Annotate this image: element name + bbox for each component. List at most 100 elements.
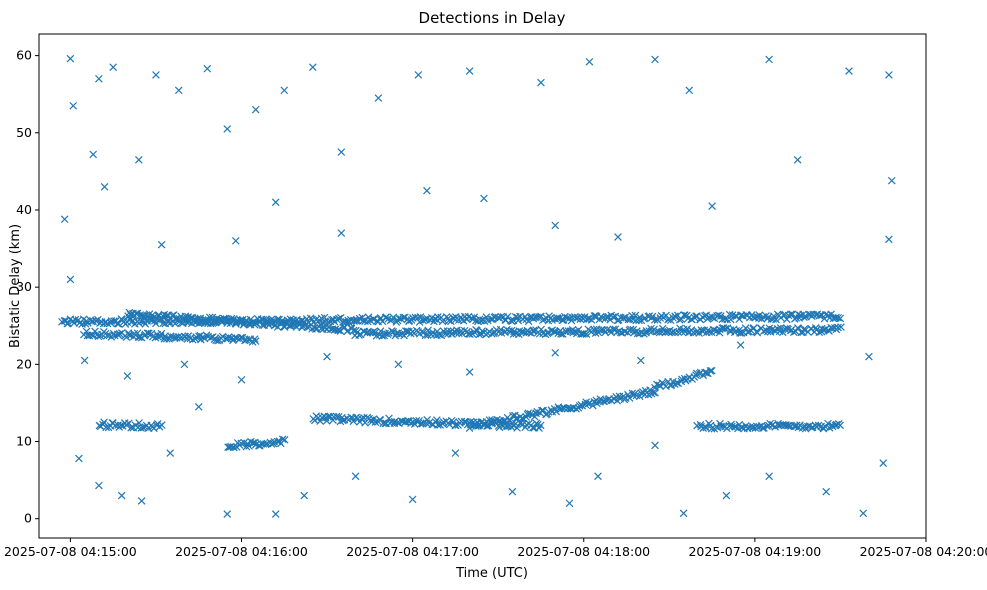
track-point xyxy=(236,316,245,325)
y-tick-label: 50 xyxy=(16,125,32,140)
track-point xyxy=(626,315,635,324)
track-point xyxy=(451,421,460,430)
track-point xyxy=(140,312,149,321)
track-point xyxy=(376,327,385,335)
data-point xyxy=(231,237,240,245)
track-point xyxy=(162,334,171,343)
track-point xyxy=(590,325,598,334)
track-point xyxy=(547,313,555,322)
data-point xyxy=(180,360,189,369)
track-point xyxy=(564,327,572,335)
data-point xyxy=(736,341,745,349)
track-point xyxy=(92,317,100,325)
track-point xyxy=(299,321,307,330)
track-point xyxy=(208,313,217,322)
data-point xyxy=(80,356,89,365)
data-point xyxy=(765,55,773,64)
track-point xyxy=(772,315,780,324)
data-point xyxy=(551,221,560,230)
track-point xyxy=(753,328,762,337)
data-point xyxy=(885,71,893,79)
track-point xyxy=(251,337,260,345)
track-point xyxy=(399,313,408,322)
track-point xyxy=(334,326,343,335)
plot-frame xyxy=(38,33,927,539)
data-point xyxy=(237,375,246,384)
track-point xyxy=(111,421,120,430)
track-point xyxy=(609,325,618,334)
track-point xyxy=(708,313,717,322)
track-point xyxy=(245,442,253,450)
track-point xyxy=(157,421,166,429)
data-point xyxy=(280,86,289,95)
track-point xyxy=(451,315,460,324)
track-point xyxy=(758,424,767,432)
data-point xyxy=(885,235,893,244)
track-point xyxy=(220,314,228,323)
data-point xyxy=(271,510,280,518)
track-point xyxy=(658,324,667,333)
track-point xyxy=(650,316,659,324)
data-point xyxy=(394,360,403,369)
track-point xyxy=(280,436,289,444)
data-point xyxy=(308,63,317,72)
data-point xyxy=(374,94,383,102)
track-point xyxy=(159,319,168,328)
data-point xyxy=(300,491,309,500)
data-point xyxy=(651,55,659,64)
track-point xyxy=(303,323,312,331)
data-point xyxy=(134,155,143,164)
data-point xyxy=(685,86,694,95)
track-point xyxy=(550,327,558,336)
data-point xyxy=(137,497,146,505)
track-point xyxy=(680,374,689,383)
track-point xyxy=(102,423,111,432)
track-point xyxy=(202,315,210,324)
track-point xyxy=(536,421,545,430)
track-point xyxy=(395,330,404,339)
track-point xyxy=(231,333,240,342)
track-point xyxy=(649,388,658,397)
track-point xyxy=(250,335,259,343)
data-point xyxy=(423,186,431,195)
data-point xyxy=(194,402,203,411)
data-point xyxy=(337,229,346,237)
track-point xyxy=(727,420,735,429)
track-point xyxy=(367,416,375,424)
track-point xyxy=(232,318,241,326)
x-tick-label: 2025-07-08 04:19:00 xyxy=(688,544,821,559)
track-point xyxy=(837,323,845,331)
track-point xyxy=(524,409,533,417)
track-point xyxy=(581,400,590,409)
track-point xyxy=(706,367,715,375)
track-point xyxy=(749,324,758,332)
track-point xyxy=(800,325,808,334)
data-point xyxy=(251,105,260,114)
track-point xyxy=(333,315,341,324)
track-point xyxy=(514,316,523,325)
track-point xyxy=(491,312,500,321)
track-point xyxy=(424,326,432,335)
track-point xyxy=(557,404,566,413)
track-point xyxy=(602,313,611,321)
track-point xyxy=(628,389,637,398)
track-point xyxy=(288,321,296,329)
data-point xyxy=(551,348,560,357)
data-point xyxy=(480,194,488,203)
track-point xyxy=(557,330,565,338)
data-point xyxy=(865,352,873,361)
track-point xyxy=(204,316,213,324)
data-point xyxy=(537,78,545,87)
track-point xyxy=(513,313,522,322)
y-tick-label: 40 xyxy=(16,202,32,217)
track-point xyxy=(754,314,763,323)
track-point xyxy=(488,418,497,427)
track-point xyxy=(698,327,707,335)
x-tick-label: 2025-07-08 04:16:00 xyxy=(175,544,308,559)
data-point xyxy=(585,57,594,66)
data-point xyxy=(223,510,232,518)
track-point xyxy=(524,317,533,326)
track-point xyxy=(607,328,615,337)
data-point xyxy=(414,71,423,79)
